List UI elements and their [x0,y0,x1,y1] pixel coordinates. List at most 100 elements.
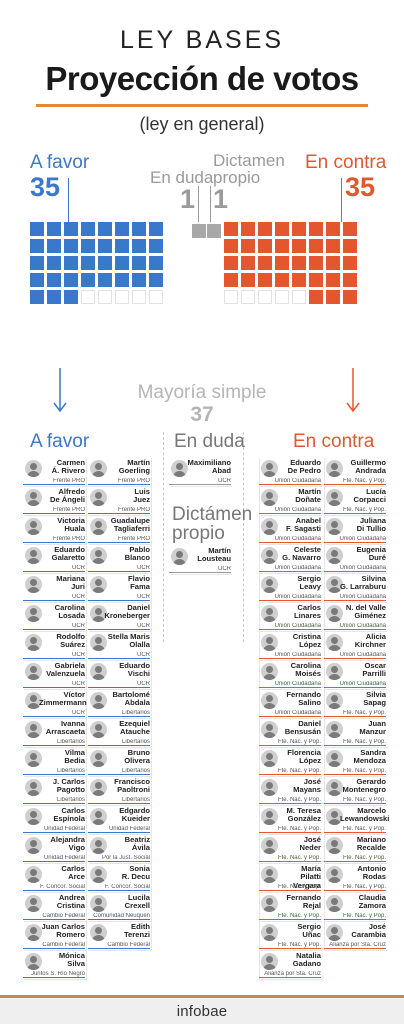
person-bloc: Frente PRO [88,536,150,543]
seat [275,256,289,270]
person-name: Florencia López [287,748,321,766]
seat [30,290,44,304]
seat [292,290,306,304]
senator-card: Francisco Paoltroni Libertarios [88,777,152,806]
person-name: Beatriz Ávila [124,835,150,853]
seat [30,222,44,236]
senator-card: Carlos Arce F. Concor. Social [23,864,87,893]
person-name: Eduardo De Pedro [287,458,321,476]
seat [292,324,306,338]
seat [64,239,78,253]
seat [224,341,238,355]
seat [98,273,112,287]
seat [343,341,357,355]
person-name: Juliana Di Tullio [356,516,386,534]
seat [47,290,61,304]
person-bloc: Cambio Federal [23,913,85,920]
seat [258,273,272,287]
seat [343,256,357,270]
seat [30,307,44,321]
contra-list: Eduardo De Pedro Unión Ciudadana Guillermo… [259,458,389,980]
person-bloc: Libertarios [88,768,150,775]
person-bloc: Fte. Nac. y Pop. [259,942,321,949]
person-name: Guadalupe Tagliaferri [110,516,150,534]
senator-card: Pablo Blanco UCR [88,545,152,574]
person-name: Natalia Gadano [292,951,321,969]
avatar [261,460,278,477]
dictamen-column-title: Dictámen propio [172,504,253,544]
avatar [90,924,107,941]
person-bloc: Frente PRO [88,478,150,485]
seat [258,307,272,321]
seat [326,273,340,287]
person-bloc: Cambio Federal [23,942,85,949]
person-name: Carlos Arce [61,864,85,882]
avatar [261,692,278,709]
senator-card: Eugenia Duré Unión Ciudadana [324,545,387,574]
seat [224,222,238,236]
senator-card: N. del Valle Giménez Unión Ciudadana [324,603,387,632]
dictamen-seat [207,224,221,238]
avatar [90,547,107,564]
seat [258,239,272,253]
person-bloc: UCR [88,681,150,688]
person-name: Mariano Recalde [356,835,386,853]
person-name: Martín Goerling [118,458,150,476]
person-name: Celeste G. Navarro [282,545,321,563]
avatar [261,895,278,912]
senator-card: Carolina Moisés Unión Ciudadana [259,661,322,690]
seat [241,307,255,321]
senator-card: Ivanna Arrascaeta Libertarios [23,719,87,748]
person-name: M. Teresa González [286,806,321,824]
seat [81,307,95,321]
person-bloc: Frente PRO [88,507,150,514]
person-bloc: Fte. Nac. y Pop. [324,507,386,514]
person-bloc: Libertarios [23,739,85,746]
person-name: Gerardo Montenegro [342,777,386,795]
avatar [25,576,42,593]
person-bloc: UCR [23,594,85,601]
favor-column-title: A favor [30,431,90,452]
seat [275,273,289,287]
person-bloc: Unión Ciudadana [259,565,321,572]
senator-card: Eduardo Galaretto UCR [23,545,87,574]
person-name: Carlos Espínola [53,806,85,824]
duda-count: 1 [180,184,196,214]
senator-card: Daniel Bensusán Fte. Nac. y Pop. [259,719,322,748]
avatar [261,634,278,651]
senator-card: Juan Manzur Fte. Nac. y Pop. [324,719,387,748]
seat [132,222,146,236]
right-divider [243,432,244,642]
person-bloc: Unión Ciudadana [259,652,321,659]
person-bloc: UCR [88,652,150,659]
person-name: Bruno Olivera [124,748,150,766]
senator-card: Luis Juez Frente PRO [88,487,152,516]
senator-card: Carlos Espínola Unidad Federal [23,806,87,835]
senator-card: Carolina Losada UCR [23,603,87,632]
person-name: Francisco Paoltroni [114,777,150,795]
person-bloc: Unión Ciudadana [259,536,321,543]
avatar [326,750,343,767]
contra-seat-grid [224,222,357,355]
seat [132,273,146,287]
senator-card: Eduardo De Pedro Unión Ciudadana [259,458,322,487]
page-title: Proyección de votos [45,60,359,97]
senator-card: Eduardo Vischi UCR [88,661,152,690]
seat [224,256,238,270]
seat [309,256,323,270]
senator-card: Oscar Parrilli Unión Ciudadana [324,661,387,690]
person-bloc: Fte. Nac. y Pop. [324,710,386,717]
avatar [261,866,278,883]
person-bloc: Unidad Federal [88,826,150,833]
person-name: Antonio Rodas [357,864,386,882]
senator-card: Sergio Uñac Fte. Nac. y Pop. [259,922,322,951]
avatar [261,576,278,593]
person-bloc: Unión Ciudadana [324,594,386,601]
person-bloc: Libertarios [88,710,150,717]
senator-card: Guadalupe Tagliaferri Frente PRO [88,516,152,545]
favor-leader-line [68,178,69,222]
person-bloc: Unión Ciudadana [259,478,321,485]
senator-card: Bruno Olivera Libertarios [88,748,152,777]
person-name: Victoria Huala [57,516,85,534]
avatar [25,837,42,854]
